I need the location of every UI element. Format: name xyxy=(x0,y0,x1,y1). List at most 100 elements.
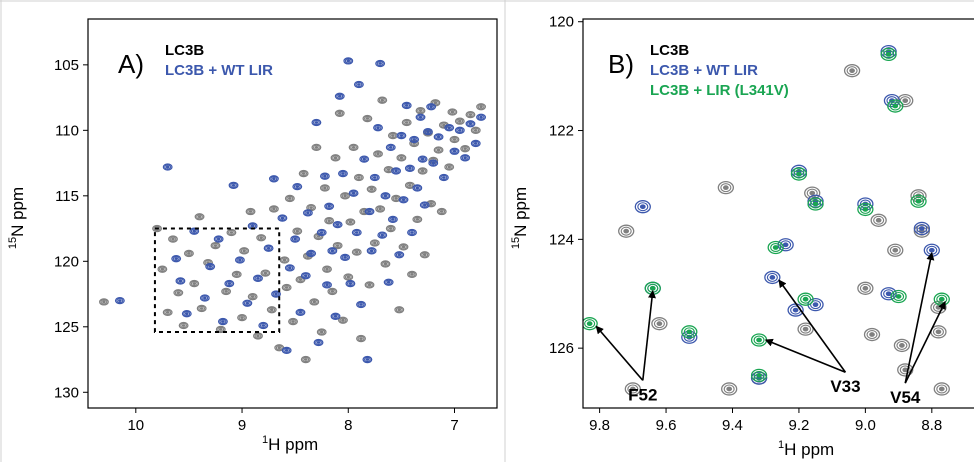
x-tick-label: 9.6 xyxy=(656,417,677,434)
peak-marker xyxy=(476,113,487,121)
peak-marker xyxy=(306,249,317,258)
peak-marker xyxy=(897,363,914,377)
peak-marker xyxy=(394,306,405,314)
peak-marker xyxy=(332,220,343,229)
annotation-arrow xyxy=(904,251,935,384)
peak-marker xyxy=(433,146,444,154)
peak-marker xyxy=(430,99,441,107)
peak-marker xyxy=(681,325,698,339)
panel-b-legend-l341v: LC3B + LIR (L341V) xyxy=(650,82,789,99)
peak-marker xyxy=(324,217,335,225)
peak-marker xyxy=(790,167,808,181)
peak-marker xyxy=(465,110,476,119)
peak-marker xyxy=(224,279,235,288)
peak-marker xyxy=(426,103,437,111)
peak-marker xyxy=(750,333,768,347)
peak-marker xyxy=(460,154,471,162)
peak-marker xyxy=(364,207,375,216)
peak-marker xyxy=(470,139,481,148)
peak-marker xyxy=(910,194,927,208)
peak-marker xyxy=(407,228,417,237)
peak-marker xyxy=(377,96,388,104)
peak-marker xyxy=(239,247,250,255)
peak-marker xyxy=(217,317,228,326)
x-tick-label: 8 xyxy=(344,417,352,434)
annotation-arrow xyxy=(764,338,846,373)
y-tick-label: 130 xyxy=(54,384,79,401)
peak-marker xyxy=(327,287,338,296)
peak-marker xyxy=(412,184,423,192)
peak-marker xyxy=(194,213,205,221)
series-2 xyxy=(583,47,950,383)
peak-marker xyxy=(364,281,375,289)
peak-marker xyxy=(857,281,874,295)
peak-marker xyxy=(327,247,338,255)
panel-a-legend-lc3b: LC3B xyxy=(165,42,204,59)
peak-marker xyxy=(322,281,332,289)
peak-marker xyxy=(178,321,189,330)
peak-marker xyxy=(369,239,380,247)
peak-marker xyxy=(313,338,324,347)
peak-marker xyxy=(258,321,269,330)
peak-marker xyxy=(447,108,458,116)
peak-marker xyxy=(213,235,224,243)
peak-marker xyxy=(210,241,221,250)
peak-marker xyxy=(366,185,377,193)
peak-marker xyxy=(380,192,391,200)
peak-marker xyxy=(114,296,125,305)
peak-marker xyxy=(295,308,306,317)
annotation-arrow xyxy=(642,290,656,381)
peak-marker xyxy=(624,382,641,396)
peak-marker xyxy=(721,382,738,396)
y-tick-label: 120 xyxy=(549,14,574,31)
peak-marker xyxy=(913,221,930,236)
peak-marker xyxy=(300,272,311,280)
peak-marker xyxy=(433,133,444,141)
peak-marker xyxy=(893,338,911,353)
peak-marker xyxy=(377,231,388,239)
peak-marker xyxy=(843,64,861,78)
peak-marker xyxy=(398,243,409,251)
peak-marker xyxy=(396,154,407,162)
peak-marker xyxy=(807,197,824,211)
panel-a-plot-frame xyxy=(87,18,498,409)
peak-marker xyxy=(750,368,768,383)
peak-marker xyxy=(348,189,359,197)
peak-marker xyxy=(343,57,354,65)
peak-marker xyxy=(634,200,651,214)
peak-marker xyxy=(359,155,370,163)
peak-marker xyxy=(375,59,386,68)
peak-marker xyxy=(383,278,394,286)
peak-marker xyxy=(237,313,247,322)
peak-marker xyxy=(407,270,417,279)
peak-marker xyxy=(717,181,734,195)
residue-annotation-label: V54 xyxy=(890,388,921,407)
peak-marker xyxy=(863,327,881,342)
annotation-arrow xyxy=(595,325,644,381)
peak-marker xyxy=(373,150,383,158)
peak-marker xyxy=(260,269,271,277)
panel-b-y-ticks: 120 122 124 126 xyxy=(549,14,583,357)
peak-marker xyxy=(162,163,173,171)
y-tick-label: 105 xyxy=(54,57,79,74)
peak-marker xyxy=(362,114,373,123)
y-tick-label: 115 xyxy=(55,188,79,205)
series-0 xyxy=(98,96,487,364)
peak-marker xyxy=(277,214,288,222)
peak-marker xyxy=(444,163,455,171)
panel-b-legend-lc3b: LC3B xyxy=(650,42,689,59)
peak-marker xyxy=(351,228,362,237)
peak-marker xyxy=(767,240,784,255)
peak-marker xyxy=(454,117,465,125)
peak-marker xyxy=(366,247,377,255)
peak-marker xyxy=(330,154,341,162)
peak-marker xyxy=(199,294,210,302)
peak-marker xyxy=(330,312,341,320)
annotation-arrow xyxy=(778,279,847,373)
peak-marker xyxy=(340,192,351,200)
peak-marker xyxy=(419,251,430,259)
x-tick-label: 9.8 xyxy=(589,417,610,434)
peak-marker xyxy=(373,124,383,132)
peak-marker xyxy=(175,277,186,285)
